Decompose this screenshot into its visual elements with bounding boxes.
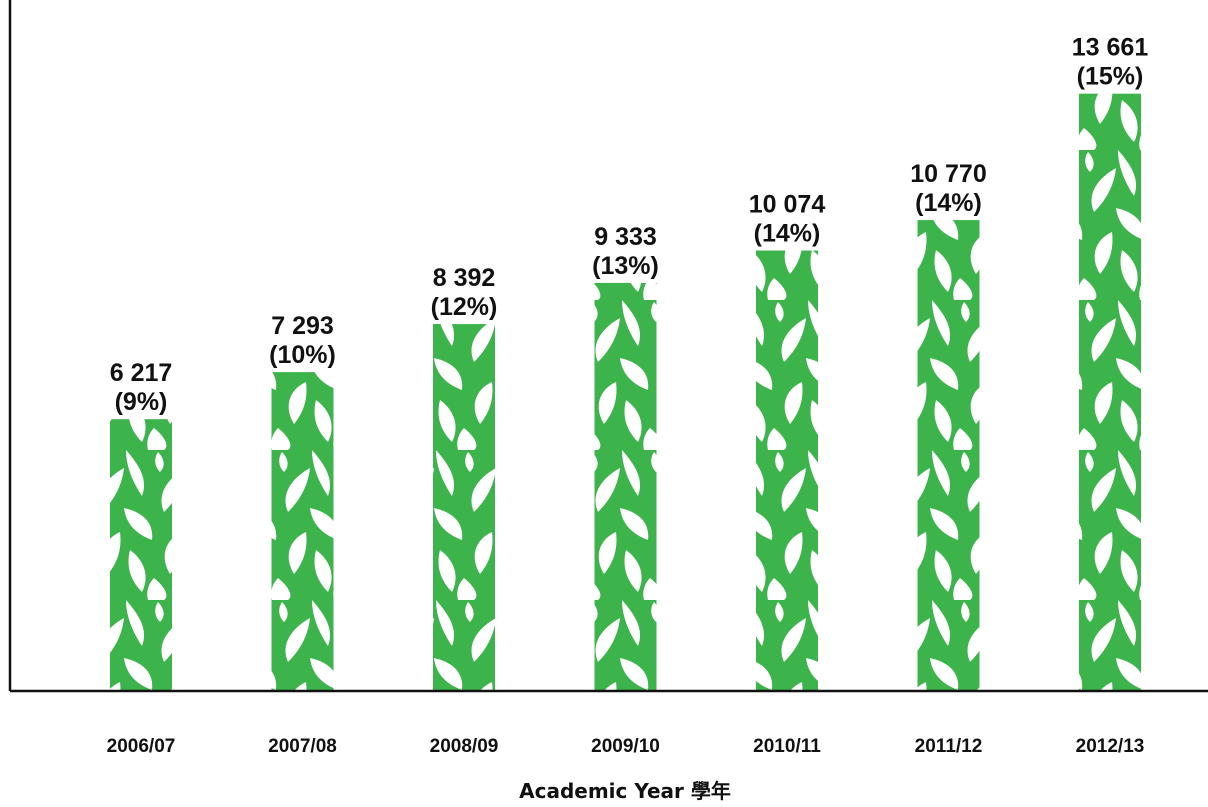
bars-layer: [110, 93, 1141, 691]
x-tick-label: 2012/13: [1076, 736, 1145, 757]
x-tick-label: 2009/10: [591, 736, 660, 757]
bar-2008-09: [433, 324, 495, 691]
bar-2010-11: [756, 250, 818, 691]
value-label-2010-11: 10 074 (14%): [749, 191, 826, 248]
bar-2006-07: [110, 419, 172, 691]
bar-2009-10: [594, 282, 657, 691]
value-label-2011-12: 10 770 (14%): [910, 160, 986, 217]
value-label-2006-07: 6 217 (9%): [110, 359, 173, 416]
x-axis-title: Academic Year 學年: [519, 779, 731, 803]
x-tick-label: 2007/08: [268, 736, 337, 757]
x-tick-label: 2008/09: [430, 736, 499, 757]
bar-2007-08: [271, 372, 334, 691]
x-tick-label: 2011/12: [915, 736, 983, 757]
x-tick-label: 2006/07: [107, 736, 176, 757]
value-label-2012-13: 13 661 (15%): [1072, 34, 1149, 91]
bar-2012-13: [1079, 93, 1141, 691]
value-label-2007-08: 7 293 (10%): [269, 312, 336, 369]
x-tick-label: 2010/11: [753, 736, 821, 757]
value-label-2008-09: 8 392 (12%): [431, 264, 498, 321]
x-tick-labels-layer: 2006/07 2007/08 2008/09 2009/10 2010/11 2011/…: [107, 736, 1145, 757]
value-label-2009-10: 9 333 (13%): [592, 223, 659, 280]
value-labels-layer: 6 217 (9%) 7 293 (10%) 8 392 (12%) 9 333 (13%) 1…: [110, 34, 1149, 416]
bar-2011-12: [917, 220, 980, 691]
